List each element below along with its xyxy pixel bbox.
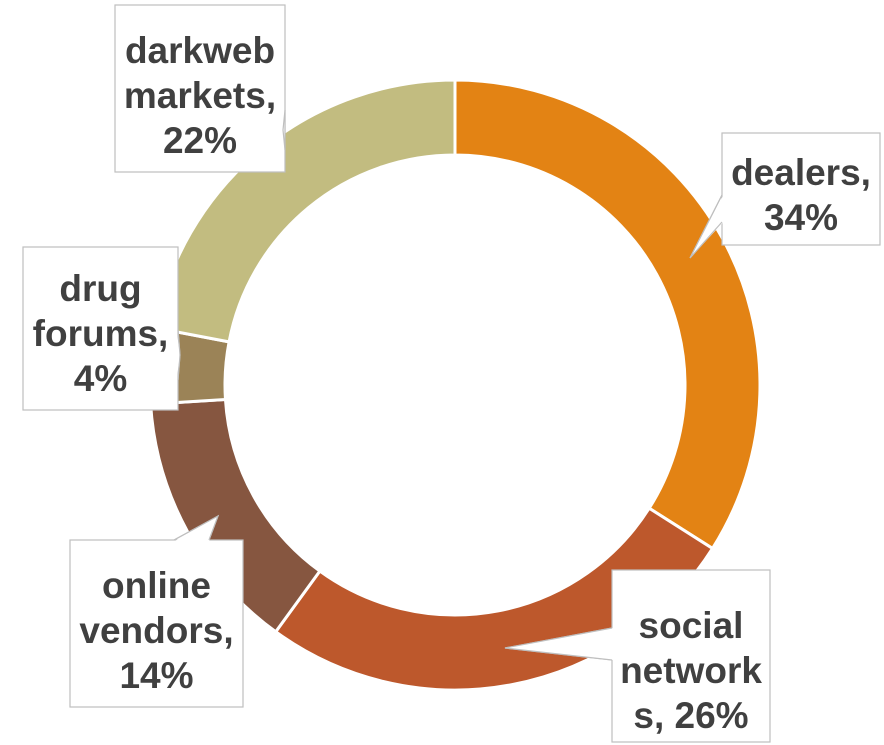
data-label-line: forums, <box>33 313 169 354</box>
data-label-line: network <box>620 650 762 691</box>
data-label-line: 4% <box>74 358 127 399</box>
data-label-line: 22% <box>163 120 237 161</box>
slice-dealers <box>453 78 762 551</box>
slice-darkweb-markets <box>153 78 457 344</box>
data-label-line: online <box>102 565 211 606</box>
callout-box <box>114 4 286 173</box>
data-label-line: dealers, <box>731 152 871 193</box>
callout-box <box>69 539 244 708</box>
data-label-line: drug <box>59 268 141 309</box>
callout-dealers: dealers,34% <box>689 132 881 259</box>
data-label-line: social <box>639 605 744 646</box>
data-label-line: markets, <box>124 75 276 116</box>
data-label-line: vendors, <box>79 610 233 651</box>
data-label-line: darkweb <box>125 30 275 71</box>
callout-box <box>22 246 179 411</box>
data-label-line: s, 26% <box>633 695 748 736</box>
data-label-line: 34% <box>764 197 838 238</box>
callout-box <box>721 132 881 246</box>
callout-box <box>611 569 771 743</box>
data-label-line: 14% <box>119 655 193 696</box>
